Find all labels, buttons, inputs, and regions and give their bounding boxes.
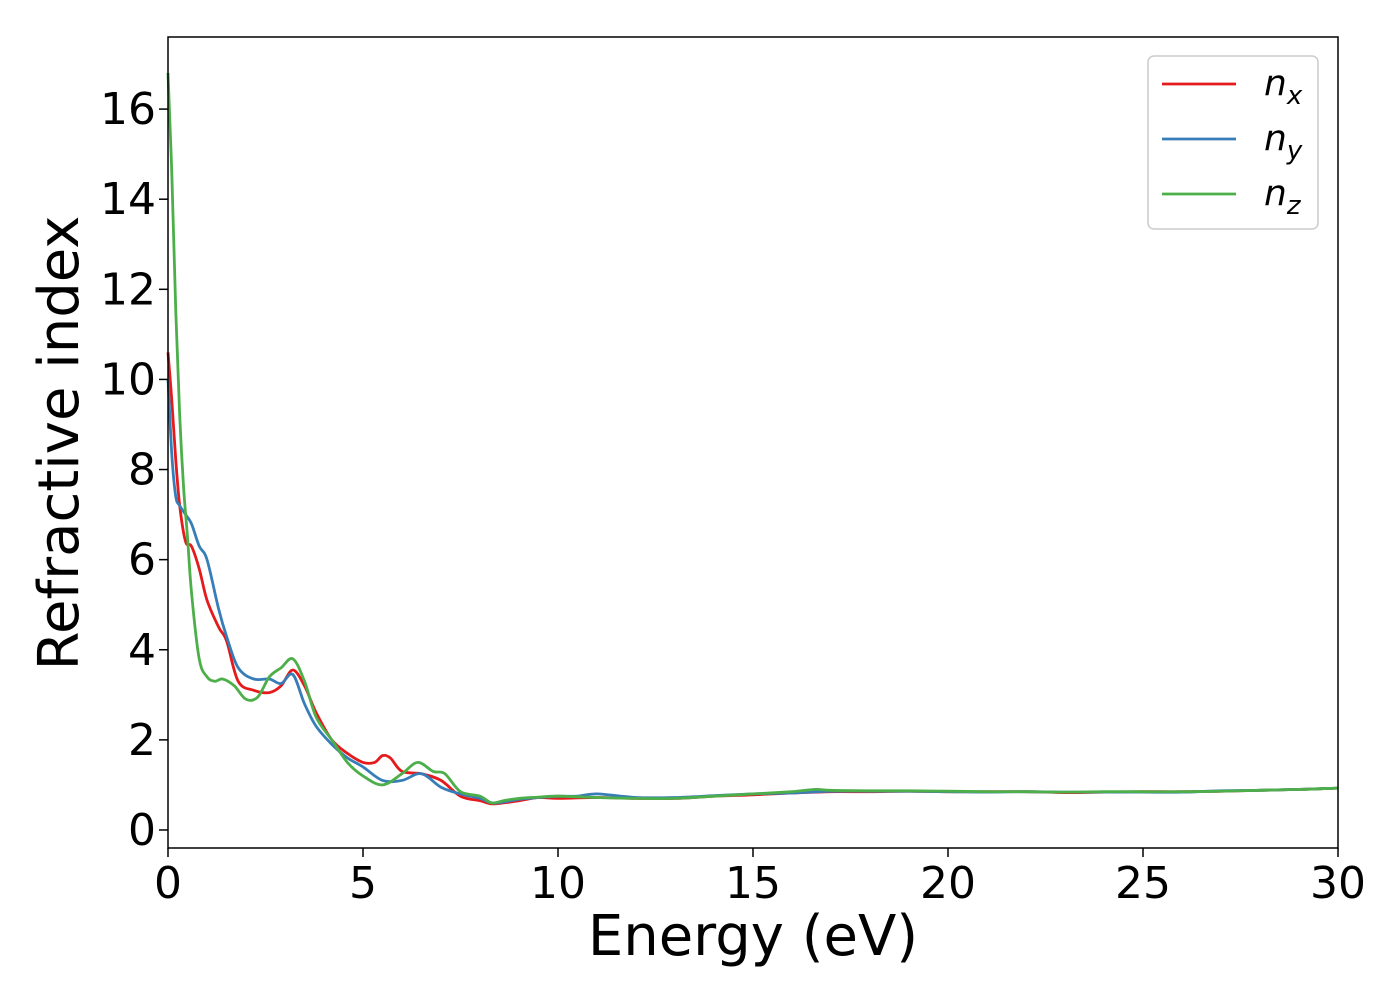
y-tick-label: 2: [128, 715, 156, 766]
legend-label-ny: ny: [1264, 118, 1303, 166]
x-tick-label: 15: [725, 858, 781, 909]
y-tick-label: 14: [100, 174, 156, 225]
x-tick-label: 20: [920, 858, 976, 909]
x-tick-label: 10: [530, 858, 586, 909]
x-tick-label: 0: [154, 858, 182, 909]
y-tick-label: 4: [128, 625, 156, 676]
x-axis: 0 5 10 15 20 25 30: [154, 848, 1366, 909]
y-tick-label: 8: [128, 445, 156, 496]
y-tick-label: 6: [128, 535, 156, 586]
x-axis-label: Energy (eV): [588, 904, 918, 969]
x-tick-label: 25: [1115, 858, 1171, 909]
plot-background: [168, 37, 1338, 848]
x-tick-label: 5: [349, 858, 377, 909]
y-tick-label: 16: [100, 84, 156, 135]
legend-box: [1147, 55, 1319, 230]
y-tick-label: 0: [128, 805, 156, 856]
y-axis-label: Refractive index: [27, 216, 92, 671]
y-tick-label: 10: [100, 354, 156, 405]
series-layer: [166, 72, 1339, 806]
x-tick-label: 30: [1310, 858, 1366, 909]
y-tick-label: 12: [100, 264, 156, 315]
y-axis: 0 2 4 6 8 10 12 14 16: [100, 84, 168, 856]
series-line-nz: [166, 72, 1339, 805]
